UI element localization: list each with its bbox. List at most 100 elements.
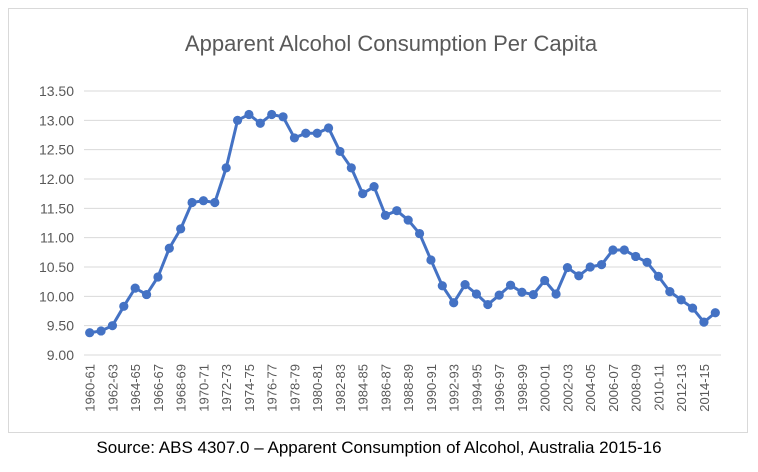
data-point <box>107 321 118 331</box>
data-series <box>85 109 720 338</box>
data-point <box>210 197 220 208</box>
y-tick-label: 10.50 <box>39 259 74 275</box>
y-tick-label: 11.00 <box>40 230 74 246</box>
x-tick-label: 1978-79 <box>287 364 302 412</box>
data-point <box>676 295 686 305</box>
data-point <box>710 308 720 318</box>
data-point <box>346 163 356 173</box>
x-tick-label: 1966-67 <box>151 364 166 412</box>
x-tick-label: 2008-09 <box>629 364 644 412</box>
source-note: Source: ABS 4307.0 – Apparent Consumptio… <box>96 438 662 457</box>
data-point <box>221 163 231 173</box>
data-point <box>426 255 436 265</box>
data-point <box>494 290 504 300</box>
data-point <box>278 112 288 122</box>
data-point <box>687 303 698 313</box>
data-point <box>130 283 140 293</box>
x-tick-label: 1968-69 <box>174 364 189 412</box>
data-point <box>244 109 254 120</box>
data-point <box>699 317 709 327</box>
data-point <box>323 123 334 133</box>
data-point <box>551 289 561 299</box>
x-tick-label: 1972-73 <box>219 364 234 412</box>
data-point <box>301 128 311 138</box>
x-tick-label: 1990-91 <box>424 364 439 412</box>
data-point <box>153 272 163 282</box>
data-point <box>574 271 584 281</box>
line-chart: Apparent Alcohol Consumption Per Capita … <box>39 31 721 412</box>
data-point <box>631 251 641 262</box>
x-tick-label: 2006-07 <box>606 364 621 412</box>
data-point <box>392 206 402 216</box>
data-point <box>540 275 550 286</box>
data-point <box>255 118 265 128</box>
chart-title: Apparent Alcohol Consumption Per Capita <box>185 31 598 56</box>
data-point <box>471 289 482 299</box>
x-tick-label: 1980-81 <box>310 364 325 412</box>
y-tick-label: 10.00 <box>39 288 74 304</box>
data-point <box>619 245 629 255</box>
x-tick-label: 1964-65 <box>128 364 143 412</box>
x-tick-label: 2012-13 <box>674 364 689 412</box>
y-tick-label: 13.50 <box>39 83 74 99</box>
data-point <box>289 133 300 143</box>
y-tick-label: 12.00 <box>39 171 74 187</box>
data-point <box>596 260 607 270</box>
data-point <box>119 301 129 311</box>
data-point <box>198 196 209 206</box>
x-tick-label: 1984-85 <box>356 364 371 412</box>
y-tick-label: 9.00 <box>47 347 74 363</box>
data-point <box>380 210 391 220</box>
y-axis-ticks: 9.00 9.50 10.00 10.50 11.00 11.50 12.00 12.50 13… <box>39 83 74 363</box>
x-axis-ticks: 1960-61 1962-63 1964-65 1966-67 1968-69 1970-… <box>83 364 712 412</box>
chart-frame: Apparent Alcohol Consumption Per Capita … <box>8 8 748 433</box>
series-line <box>88 112 717 335</box>
data-point <box>267 109 277 120</box>
x-tick-label: 2010-11 <box>651 364 666 411</box>
x-tick-label: 2014-15 <box>697 364 712 412</box>
data-point <box>335 146 345 157</box>
gridlines <box>84 90 721 356</box>
data-point <box>369 182 379 192</box>
x-tick-label: 2004-05 <box>583 364 598 412</box>
x-tick-label: 1992-93 <box>447 364 462 412</box>
data-point <box>312 128 322 138</box>
data-point <box>585 262 595 272</box>
data-point <box>96 326 106 336</box>
data-point <box>665 287 675 297</box>
x-tick-label: 1998-99 <box>515 364 530 412</box>
data-point <box>528 289 538 300</box>
data-point <box>642 257 652 267</box>
y-tick-label: 9.50 <box>47 318 74 334</box>
x-tick-label: 1976-77 <box>265 364 280 412</box>
data-point <box>232 115 243 125</box>
x-tick-label: 1988-89 <box>401 364 416 412</box>
data-point <box>176 224 186 234</box>
data-point <box>483 299 493 310</box>
x-tick-label: 1970-71 <box>196 364 211 412</box>
y-tick-label: 13.00 <box>39 112 74 128</box>
data-point <box>85 328 95 338</box>
x-tick-label: 1974-75 <box>242 364 257 412</box>
x-tick-label: 2000-01 <box>538 364 553 412</box>
x-tick-label: 1996-97 <box>492 364 507 412</box>
x-tick-label: 1994-95 <box>469 364 484 412</box>
data-point <box>608 245 618 255</box>
data-point <box>403 215 413 225</box>
data-point <box>437 281 447 291</box>
data-point <box>358 189 368 199</box>
data-point <box>164 243 174 253</box>
data-point <box>449 298 459 308</box>
x-tick-label: 1982-83 <box>333 364 348 412</box>
data-point <box>517 287 527 297</box>
x-tick-label: 1960-61 <box>83 364 98 412</box>
data-point <box>653 271 664 281</box>
y-tick-label: 11.50 <box>40 200 74 216</box>
x-tick-label: 1986-87 <box>378 364 393 412</box>
x-tick-label: 2002-03 <box>560 364 575 412</box>
data-point <box>141 289 152 300</box>
x-tick-label: 1962-63 <box>105 364 120 412</box>
data-point <box>460 280 470 290</box>
data-point <box>505 280 516 290</box>
y-tick-label: 12.50 <box>39 142 74 158</box>
